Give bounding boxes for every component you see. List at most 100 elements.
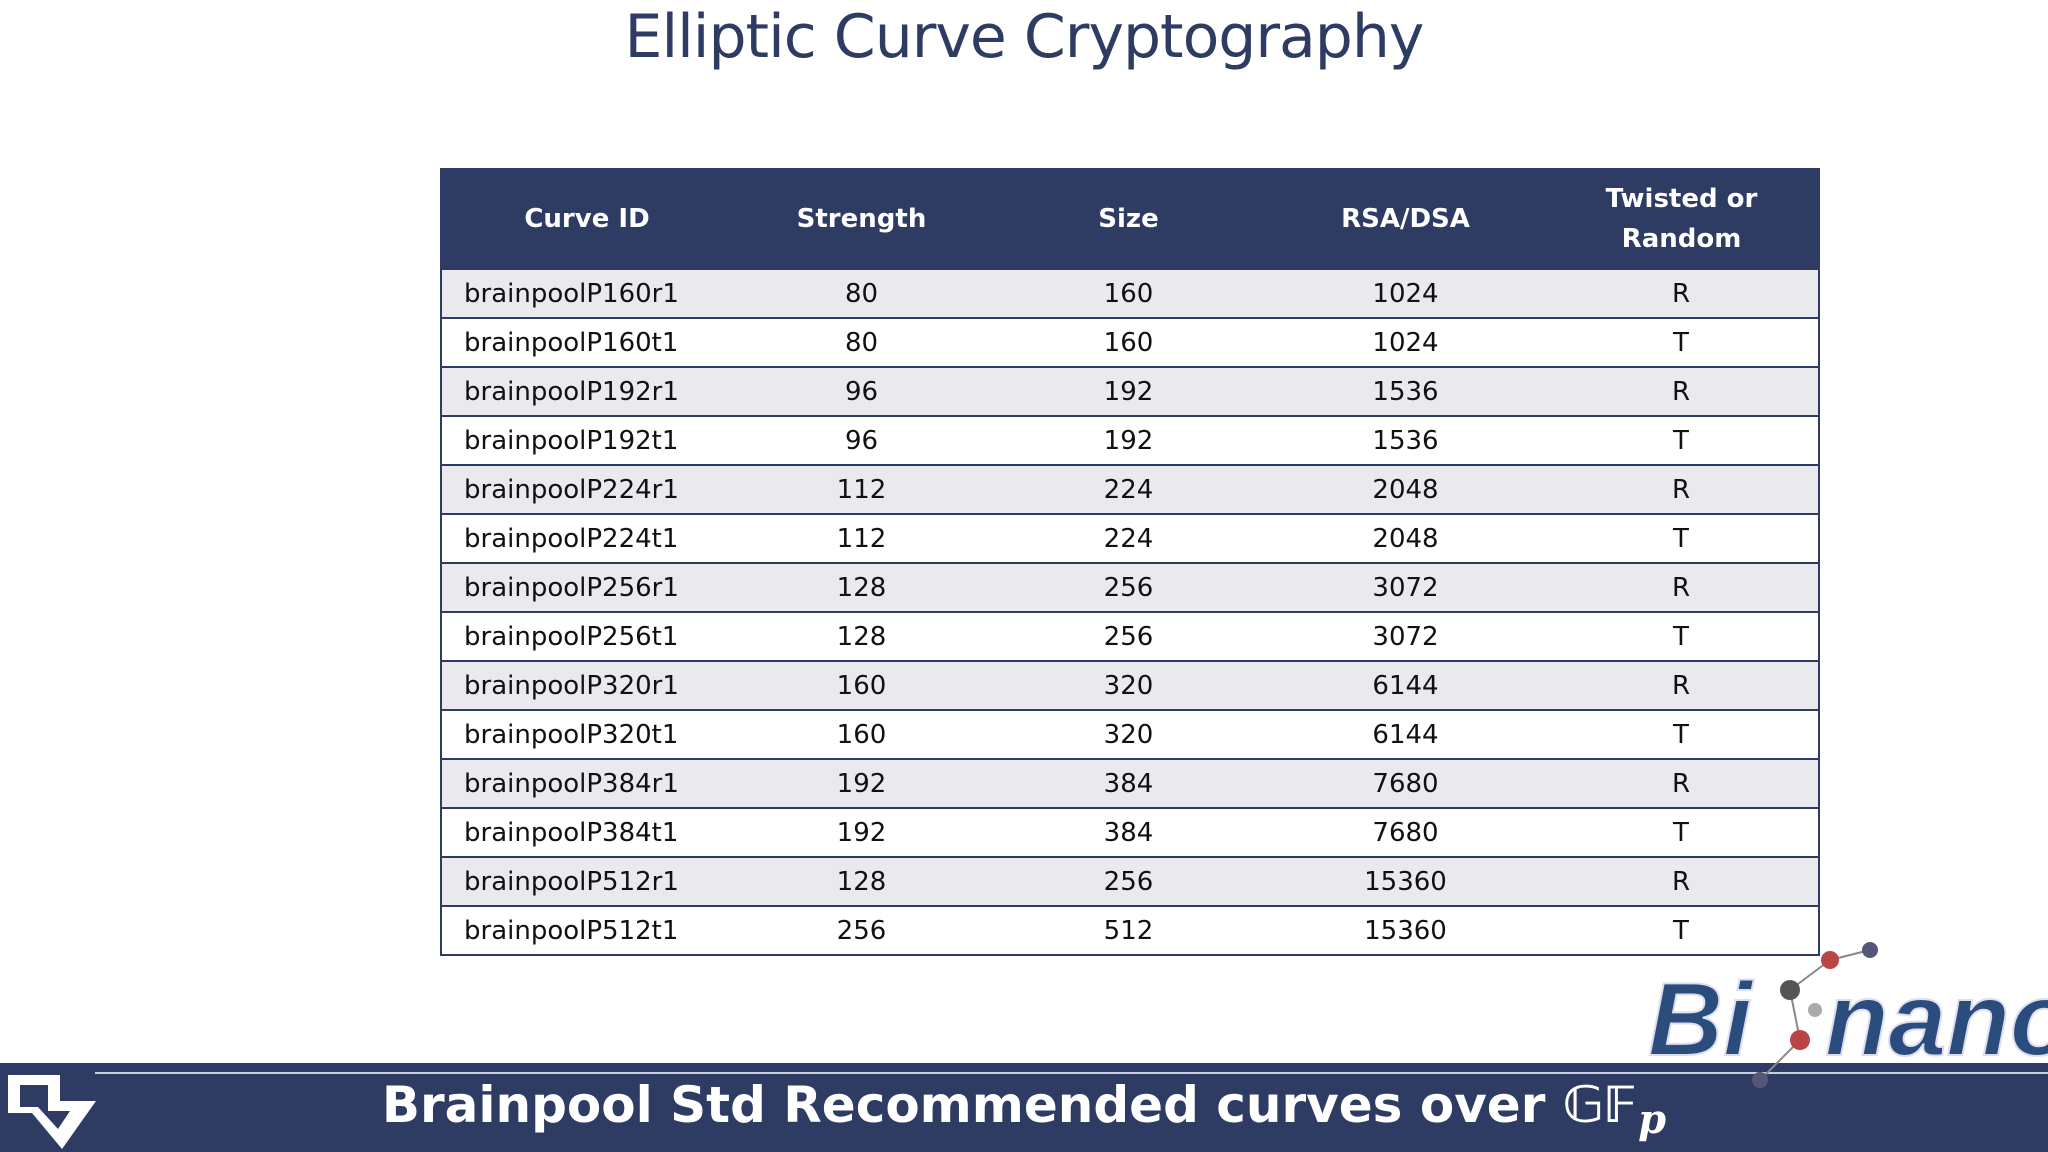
table-cell: 2048 xyxy=(1267,513,1544,564)
table-cell: 320 xyxy=(990,660,1267,711)
table-cell: 3072 xyxy=(1267,562,1544,613)
column-header: Size xyxy=(989,168,1268,270)
column-header: Twisted or Random xyxy=(1543,168,1820,270)
table-row: brainpoolP192t1 96 192 1536 T xyxy=(440,415,1820,466)
table-cell: R xyxy=(1544,464,1820,515)
table-cell: brainpoolP160t1 xyxy=(440,317,733,368)
table-cell: brainpoolP320r1 xyxy=(440,660,733,711)
table-row: brainpoolP320r1 160 320 6144 R xyxy=(440,660,1820,711)
table-cell: brainpoolP256t1 xyxy=(440,611,733,662)
table-cell: 192 xyxy=(733,758,990,809)
table-cell: R xyxy=(1544,366,1820,417)
table-cell: 112 xyxy=(733,464,990,515)
table-cell: 160 xyxy=(733,709,990,760)
table-cell: 384 xyxy=(990,758,1267,809)
table-cell: R xyxy=(1544,562,1820,613)
table-cell: 320 xyxy=(990,709,1267,760)
table-cell: 256 xyxy=(990,856,1267,907)
table-cell: 1536 xyxy=(1267,415,1544,466)
table-cell: T xyxy=(1544,709,1820,760)
table-cell: 384 xyxy=(990,807,1267,858)
table-cell: 15360 xyxy=(1267,905,1544,956)
footer-caption: Brainpool Std Recommended curves over 𝔾𝔽… xyxy=(0,1076,2048,1143)
field-subscript: p xyxy=(1638,1096,1667,1143)
table-row: brainpoolP384t1 192 384 7680 T xyxy=(440,807,1820,858)
table-cell: 1536 xyxy=(1267,366,1544,417)
table-cell: 96 xyxy=(733,415,990,466)
footer-band xyxy=(0,1063,2048,1152)
table-cell: T xyxy=(1544,415,1820,466)
table-cell: 256 xyxy=(733,905,990,956)
column-header: Strength xyxy=(732,168,991,270)
table-cell: R xyxy=(1544,758,1820,809)
table-row: brainpoolP160r1 80 160 1024 R xyxy=(440,268,1820,319)
table-cell: 256 xyxy=(990,611,1267,662)
table-cell: brainpoolP160r1 xyxy=(440,268,733,319)
table-cell: 112 xyxy=(733,513,990,564)
table-cell: 1024 xyxy=(1267,268,1544,319)
table-cell: 80 xyxy=(733,268,990,319)
caption-text: Brainpool Std Recommended curves over xyxy=(381,1076,1546,1134)
table-cell: brainpoolP512t1 xyxy=(440,905,733,956)
table-row: brainpoolP160t1 80 160 1024 T xyxy=(440,317,1820,368)
table-cell: 6144 xyxy=(1267,660,1544,711)
table-cell: 6144 xyxy=(1267,709,1544,760)
table-cell: T xyxy=(1544,513,1820,564)
table-cell: T xyxy=(1544,611,1820,662)
table-cell: T xyxy=(1544,807,1820,858)
table-cell: 1024 xyxy=(1267,317,1544,368)
table-row: brainpoolP512r1 128 256 15360 R xyxy=(440,856,1820,907)
table-cell: T xyxy=(1544,317,1820,368)
table-cell: T xyxy=(1544,905,1820,956)
table-cell: R xyxy=(1544,856,1820,907)
table-cell: 192 xyxy=(733,807,990,858)
logo-right: nano xyxy=(1825,962,2048,1078)
table-cell: 15360 xyxy=(1267,856,1544,907)
field-symbol: 𝔾𝔽 xyxy=(1562,1076,1639,1134)
table-cell: 7680 xyxy=(1267,807,1544,858)
column-header: RSA/DSA xyxy=(1266,168,1545,270)
table-row: brainpoolP224r1 112 224 2048 R xyxy=(440,464,1820,515)
column-header: Curve ID xyxy=(440,168,734,270)
table-cell: brainpoolP320t1 xyxy=(440,709,733,760)
footer-line xyxy=(95,1072,2048,1074)
table-cell: 160 xyxy=(990,317,1267,368)
table-cell: 256 xyxy=(990,562,1267,613)
table-cell: brainpoolP256r1 xyxy=(440,562,733,613)
table-cell: 128 xyxy=(733,856,990,907)
table-cell: R xyxy=(1544,268,1820,319)
table-cell: 224 xyxy=(990,513,1267,564)
table-row: brainpoolP320t1 160 320 6144 T xyxy=(440,709,1820,760)
table-cell: brainpoolP384t1 xyxy=(440,807,733,858)
table-cell: 3072 xyxy=(1267,611,1544,662)
table-cell: 192 xyxy=(990,366,1267,417)
title: Elliptic Curve Cryptography xyxy=(624,2,1425,72)
table-cell: 7680 xyxy=(1267,758,1544,809)
table-cell: 512 xyxy=(990,905,1267,956)
table-cell: brainpoolP512r1 xyxy=(440,856,733,907)
table-cell: 80 xyxy=(733,317,990,368)
table-row: brainpoolP256r1 128 256 3072 R xyxy=(440,562,1820,613)
logo: Bi nano xyxy=(1647,942,2048,1088)
table-cell: 2048 xyxy=(1267,464,1544,515)
logo-left: Bi xyxy=(1648,962,1754,1078)
table-cell: 192 xyxy=(990,415,1267,466)
table-cell: 96 xyxy=(733,366,990,417)
table-row: brainpoolP384r1 192 384 7680 R xyxy=(440,758,1820,809)
table-cell: brainpoolP192r1 xyxy=(440,366,733,417)
table-cell: brainpoolP224r1 xyxy=(440,464,733,515)
table-row: brainpoolP512t1 256 512 15360 T xyxy=(440,905,1820,956)
table-row: brainpoolP192r1 96 192 1536 R xyxy=(440,366,1820,417)
table-cell: brainpoolP192t1 xyxy=(440,415,733,466)
header-row: Curve ID Strength Size RSA/DSA Twisted or Ra… xyxy=(440,168,1820,270)
table-row: brainpoolP256t1 128 256 3072 T xyxy=(440,611,1820,662)
table-cell: 128 xyxy=(733,611,990,662)
table-cell: R xyxy=(1544,660,1820,711)
table-cell: brainpoolP224t1 xyxy=(440,513,733,564)
table-row: brainpoolP224t1 112 224 2048 T xyxy=(440,513,1820,564)
table-cell: 160 xyxy=(733,660,990,711)
table-cell: 128 xyxy=(733,562,990,613)
curve-table: Curve ID Strength Size RSA/DSA Twisted or Ra… xyxy=(440,168,1820,956)
